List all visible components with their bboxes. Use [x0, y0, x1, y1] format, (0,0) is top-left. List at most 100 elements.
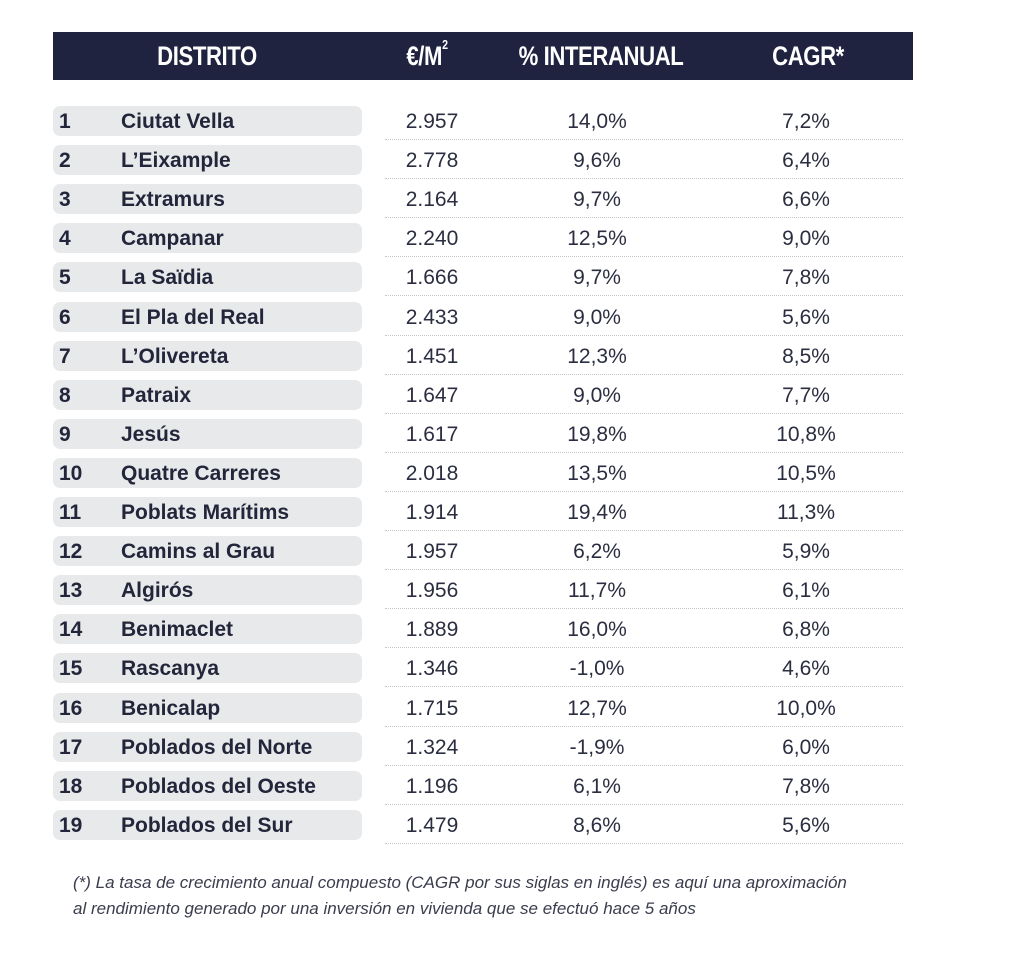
- district-name: Poblados del Oeste: [121, 774, 316, 798]
- price-per-m2: 1.617: [405, 422, 459, 446]
- table-row: 6 El Pla del Real 2.433 9,0% 5,6%: [53, 298, 913, 337]
- district-number: 8: [59, 383, 71, 407]
- district-number: 17: [59, 735, 83, 759]
- row-divider: [385, 803, 903, 805]
- row-divider: [385, 569, 903, 571]
- yoy-change: -1,0%: [569, 657, 625, 681]
- district-number: 5: [59, 266, 71, 290]
- yoy-change: 12,5%: [567, 227, 627, 251]
- table-row: 17 Poblados del Norte 1.324 -1,9% 6,0%: [53, 728, 913, 767]
- yoy-change: 19,4%: [567, 501, 627, 524]
- district-number: 14: [59, 618, 83, 642]
- district-number: 1: [59, 110, 71, 133]
- district-number: 12: [59, 540, 83, 564]
- row-divider: [385, 295, 903, 297]
- row-divider: [385, 725, 903, 727]
- cagr-value: 10,5%: [776, 461, 836, 485]
- yoy-change: 9,7%: [573, 266, 621, 290]
- district-name: Benicalap: [121, 696, 221, 720]
- table-row: 16 Benicalap 1.715 12,7% 10,0%: [53, 689, 913, 728]
- header-yoy: % INTERANUAL: [518, 41, 684, 71]
- district-name: Quatre Carreres: [121, 461, 281, 485]
- cagr-value: 6,0%: [782, 735, 830, 759]
- yoy-change: -1,9%: [569, 735, 625, 759]
- yoy-change: 13,5%: [567, 461, 627, 485]
- district-number: 19: [59, 813, 83, 837]
- price-per-m2: 1.479: [405, 813, 459, 837]
- district-number: 2: [59, 149, 71, 173]
- district-number: 9: [59, 422, 71, 446]
- yoy-change: 12,7%: [567, 696, 627, 720]
- footnote: (*) La tasa de crecimiento anual compues…: [73, 870, 953, 922]
- price-per-m2: 1.715: [405, 696, 459, 720]
- row-divider: [385, 334, 903, 336]
- yoy-change: 19,8%: [567, 422, 627, 446]
- table-row: 11 Poblats Marítims 1.914 19,4% 11,3%: [53, 493, 913, 532]
- price-per-m2: 1.914: [405, 501, 459, 524]
- cagr-value: 7,8%: [782, 266, 830, 290]
- row-divider: [385, 217, 903, 219]
- cagr-value: 6,6%: [782, 188, 830, 212]
- district-name: Poblados del Sur: [121, 813, 293, 837]
- yoy-change: 9,6%: [573, 149, 621, 173]
- district-name: Poblados del Norte: [121, 735, 313, 759]
- price-per-m2: 1.647: [405, 383, 459, 407]
- cagr-value: 7,8%: [782, 774, 830, 798]
- district-pill: [53, 770, 362, 801]
- price-per-m2: 2.778: [405, 149, 459, 173]
- district-number: 16: [59, 696, 83, 720]
- footnote-line-1: (*) La tasa de crecimiento anual compues…: [73, 873, 847, 892]
- cagr-value: 9,0%: [782, 227, 830, 251]
- district-pill: [53, 262, 362, 293]
- table-row: 2 L’Eixample 2.778 9,6% 6,4%: [53, 141, 913, 180]
- price-per-m2: 1.889: [405, 618, 459, 642]
- cagr-value: 10,8%: [776, 422, 836, 446]
- district-pill: [53, 301, 362, 332]
- table-row: 12 Camins al Grau 1.957 6,2% 5,9%: [53, 532, 913, 571]
- header-cagr: CAGR*: [772, 41, 844, 71]
- yoy-change: 9,7%: [573, 188, 621, 212]
- row-divider: [385, 647, 903, 649]
- yoy-change: 14,0%: [567, 110, 627, 133]
- price-per-m2: 2.018: [405, 461, 459, 485]
- table-row: 9 Jesús 1.617 19,8% 10,8%: [53, 415, 913, 454]
- row-divider: [385, 842, 903, 844]
- cagr-value: 7,2%: [782, 110, 830, 133]
- district-name: Rascanya: [121, 657, 220, 681]
- footnote-line-2: al rendimiento generado por una inversió…: [73, 899, 696, 918]
- row-divider: [385, 412, 903, 414]
- yoy-change: 9,0%: [573, 383, 621, 407]
- table-row: 8 Patraix 1.647 9,0% 7,7%: [53, 376, 913, 415]
- cagr-value: 8,5%: [782, 344, 830, 368]
- row-divider: [385, 139, 903, 140]
- yoy-change: 16,0%: [567, 618, 627, 642]
- table-row: 13 Algirós 1.956 11,7% 6,1%: [53, 571, 913, 610]
- district-name: La Saïdia: [121, 266, 214, 290]
- district-pill: [53, 653, 362, 684]
- district-pill: [53, 223, 362, 254]
- district-pill: [53, 809, 362, 840]
- price-per-m2: 2.433: [405, 305, 459, 329]
- cagr-value: 7,7%: [782, 383, 830, 407]
- table-row: 14 Benimaclet 1.889 16,0% 6,8%: [53, 610, 913, 649]
- row-divider: [385, 451, 903, 453]
- header-distrito: DISTRITO: [157, 41, 257, 71]
- cagr-value: 5,6%: [782, 305, 830, 329]
- price-per-m2: 1.196: [405, 774, 459, 798]
- row-divider: [385, 608, 903, 610]
- price-per-m2: 1.956: [405, 579, 459, 603]
- district-name: Ciutat Vella: [121, 110, 235, 133]
- header-price: €/M2: [406, 37, 448, 72]
- yoy-change: 12,3%: [567, 344, 627, 368]
- district-pill: [53, 536, 362, 567]
- cagr-value: 5,9%: [782, 540, 830, 564]
- district-number: 6: [59, 305, 71, 329]
- price-per-m2: 1.346: [405, 657, 459, 681]
- price-per-m2: 1.957: [405, 540, 459, 564]
- district-number: 3: [59, 188, 71, 212]
- cagr-value: 6,8%: [782, 618, 830, 642]
- price-per-m2: 2.164: [405, 188, 459, 212]
- district-pill: [53, 145, 362, 176]
- district-pill: [53, 418, 362, 449]
- price-per-m2: 1.324: [405, 735, 459, 759]
